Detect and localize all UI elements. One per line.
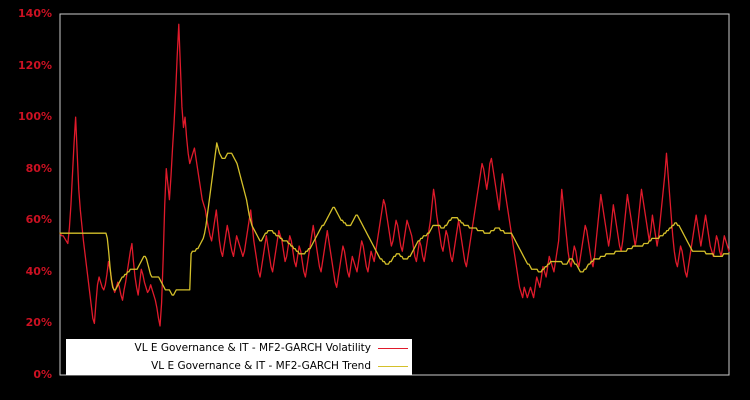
y-axis-tick-label: 60% xyxy=(25,213,52,227)
legend-entry-label: VL E Governance & IT - MF2-GARCH Volatil… xyxy=(134,342,371,354)
legend-entry[interactable]: VL E Governance & IT - MF2-GARCH Volatil… xyxy=(66,339,412,357)
y-axis-tick-label: 40% xyxy=(25,264,52,278)
legend-entry[interactable]: VL E Governance & IT - MF2-GARCH Trend xyxy=(66,357,412,375)
data-series-layer xyxy=(59,23,730,327)
series-line-volatility xyxy=(59,23,730,327)
y-axis-tick-label: 0% xyxy=(33,368,52,381)
y-axis-tick-label: 80% xyxy=(25,161,52,175)
legend-entry-label: VL E Governance & IT - MF2-GARCH Trend xyxy=(151,360,371,372)
series-line-trend xyxy=(59,142,730,296)
y-axis-tick-label: 140% xyxy=(18,7,52,20)
y-axis-tick-label: 120% xyxy=(18,58,52,72)
legend-color-swatch xyxy=(378,347,408,349)
y-axis-tick-label: 20% xyxy=(25,316,52,330)
chart-legend: VL E Governance & IT - MF2-GARCH Volatil… xyxy=(66,339,412,375)
plot-axes-frame xyxy=(59,13,730,376)
legend-color-swatch xyxy=(378,365,408,367)
y-axis-tick-label: 100% xyxy=(18,110,52,124)
